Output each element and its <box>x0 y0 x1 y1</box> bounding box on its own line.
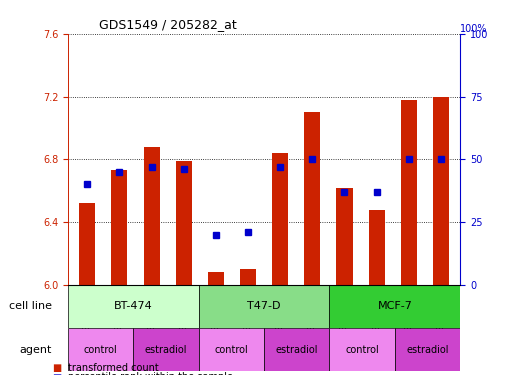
FancyBboxPatch shape <box>199 328 264 371</box>
FancyBboxPatch shape <box>68 328 133 371</box>
Text: estradiol: estradiol <box>276 345 318 355</box>
Bar <box>304 112 321 285</box>
Text: estradiol: estradiol <box>406 345 449 355</box>
Text: MCF-7: MCF-7 <box>378 302 412 312</box>
Bar <box>401 100 417 285</box>
FancyBboxPatch shape <box>395 328 460 371</box>
Text: BT-474: BT-474 <box>114 302 153 312</box>
Bar <box>433 96 449 285</box>
Text: control: control <box>84 345 118 355</box>
Text: control: control <box>345 345 379 355</box>
Bar <box>176 161 192 285</box>
FancyBboxPatch shape <box>329 328 395 371</box>
Text: 100%: 100% <box>460 24 488 34</box>
FancyBboxPatch shape <box>133 328 199 371</box>
Text: GDS1549 / 205282_at: GDS1549 / 205282_at <box>99 18 237 31</box>
Bar <box>240 269 256 285</box>
Bar <box>79 203 95 285</box>
Text: ■: ■ <box>52 372 62 375</box>
Text: cell line: cell line <box>9 302 52 312</box>
FancyBboxPatch shape <box>68 285 199 328</box>
Bar <box>111 170 128 285</box>
FancyBboxPatch shape <box>264 328 329 371</box>
Bar <box>369 210 385 285</box>
Text: ■: ■ <box>52 363 62 373</box>
Text: transformed count: transformed count <box>68 363 159 373</box>
Text: percentile rank within the sample: percentile rank within the sample <box>68 372 233 375</box>
FancyBboxPatch shape <box>199 285 329 328</box>
Text: T47-D: T47-D <box>247 302 281 312</box>
Bar <box>336 188 353 285</box>
Text: agent: agent <box>19 345 52 355</box>
FancyBboxPatch shape <box>329 285 460 328</box>
Text: estradiol: estradiol <box>145 345 187 355</box>
Bar <box>143 147 160 285</box>
Bar <box>272 153 288 285</box>
Text: control: control <box>214 345 248 355</box>
Bar <box>208 272 224 285</box>
